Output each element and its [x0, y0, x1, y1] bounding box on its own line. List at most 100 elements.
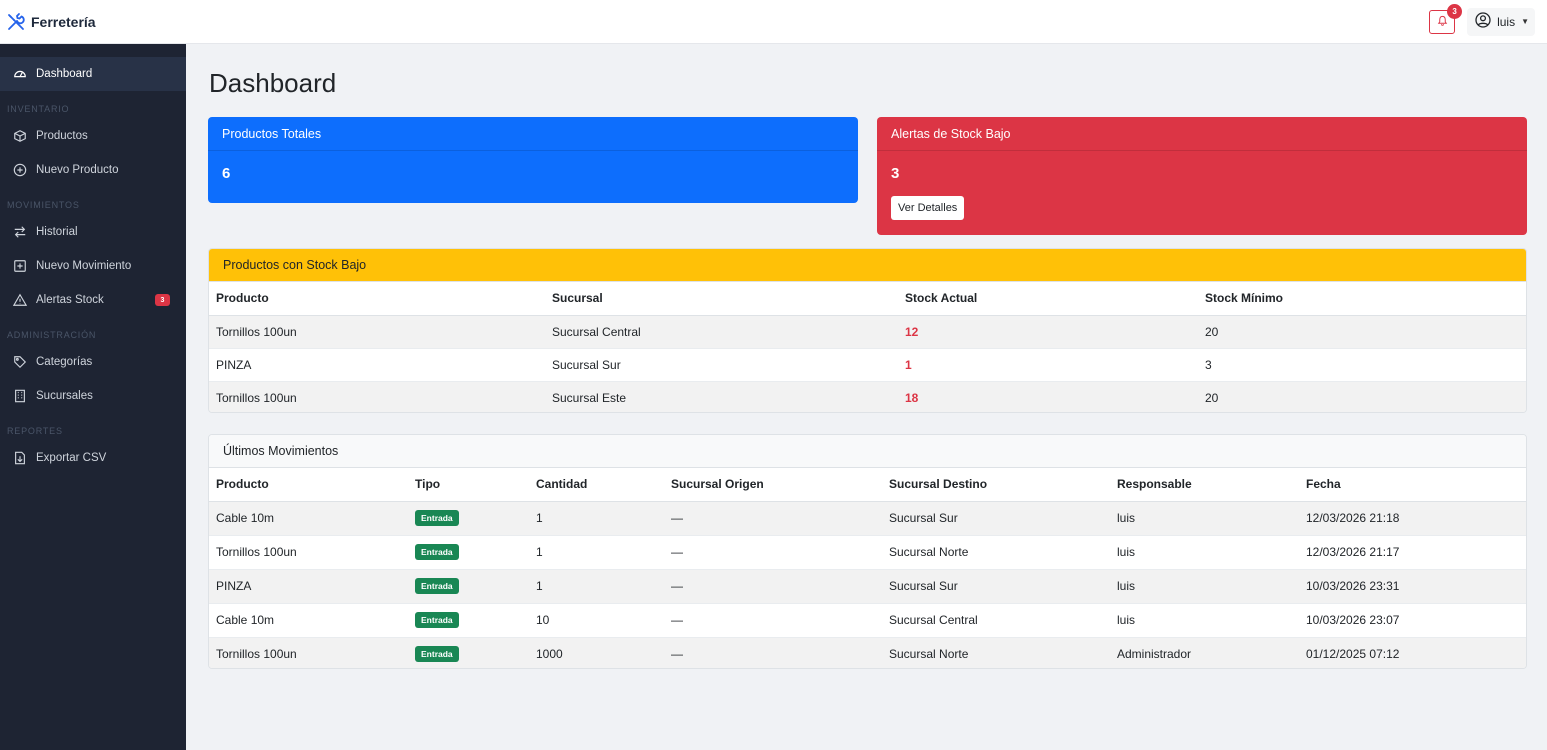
sidebar-item-nuevo-producto[interactable]: Nuevo Producto: [0, 153, 186, 187]
table-row: Cable 10m Entrada 1 — Sucursal Sur luis …: [209, 501, 1526, 536]
column-header: Producto: [209, 468, 408, 502]
table-row: Tornillos 100un Sucursal Este 18 20: [209, 381, 1526, 412]
sidebar-item-alertas-stock[interactable]: Alertas Stock 3: [0, 283, 186, 317]
table-row: Tornillos 100un Sucursal Central 12 20: [209, 315, 1526, 349]
plus-square-icon: [12, 259, 27, 274]
branch-cell: Sucursal Sur: [545, 348, 898, 382]
sidebar-item-categorias[interactable]: Categorías: [0, 345, 186, 379]
brand[interactable]: Ferretería: [6, 12, 96, 32]
total-products-card: Productos Totales 6: [208, 117, 858, 203]
min-stock-cell: 3: [1198, 348, 1526, 382]
origin-branch-cell: —: [664, 535, 882, 570]
tags-icon: [12, 355, 27, 370]
branch-cell: Sucursal Este: [545, 381, 898, 412]
destination-branch-cell: Sucursal Sur: [882, 569, 1110, 604]
bell-icon: [1437, 14, 1448, 29]
responsible-cell: luis: [1110, 569, 1299, 604]
sidebar-item-historial[interactable]: Historial: [0, 215, 186, 249]
sidebar-section-reportes: Reportes: [7, 426, 63, 436]
product-cell: PINZA: [209, 348, 545, 382]
sidebar: Dashboard Inventario Productos Nuevo Pro…: [0, 44, 186, 750]
type-badge: Entrada: [415, 544, 459, 560]
user-name: luis: [1497, 14, 1516, 29]
sidebar-item-dashboard[interactable]: Dashboard: [0, 57, 186, 91]
type-cell: Entrada: [408, 569, 529, 604]
quantity-cell: 1000: [529, 637, 664, 668]
type-cell: Entrada: [408, 637, 529, 668]
sidebar-section-administracion: Administración: [7, 330, 97, 340]
type-badge: Entrada: [415, 510, 459, 526]
date-cell: 12/03/2026 21:18: [1299, 501, 1526, 536]
sidebar-item-label: Historial: [36, 226, 78, 238]
notification-count-badge: 3: [1447, 3, 1463, 19]
current-stock-cell: 12: [898, 315, 1198, 349]
date-cell: 10/03/2026 23:31: [1299, 569, 1526, 604]
low-stock-alerts-value: 3: [891, 165, 900, 182]
sidebar-item-nuevo-movimiento[interactable]: Nuevo Movimiento: [0, 249, 186, 283]
total-products-value: 6: [222, 165, 231, 182]
current-stock-cell: 18: [898, 381, 1198, 412]
user-menu-button[interactable]: luis ▼: [1467, 7, 1535, 36]
sidebar-item-sucursales[interactable]: Sucursales: [0, 379, 186, 413]
warning-triangle-icon: [12, 293, 27, 308]
movements-table: Producto Tipo Cantidad Sucursal Origen S…: [209, 468, 1526, 668]
responsible-cell: Administrador: [1110, 637, 1299, 668]
sidebar-item-label: Nuevo Producto: [36, 164, 119, 176]
table-header-row: Producto Tipo Cantidad Sucursal Origen S…: [209, 468, 1526, 502]
top-navbar: Ferretería 3 luis ▼: [0, 0, 1547, 44]
product-cell: PINZA: [209, 569, 408, 604]
origin-branch-cell: —: [664, 501, 882, 536]
product-cell: Tornillos 100un: [209, 315, 545, 349]
sidebar-item-label: Nuevo Movimiento: [36, 260, 132, 272]
brand-name: Ferretería: [31, 13, 96, 30]
product-cell: Cable 10m: [209, 603, 408, 638]
arrows-exchange-icon: [12, 225, 27, 240]
column-header: Cantidad: [529, 468, 664, 502]
type-cell: Entrada: [408, 603, 529, 638]
column-header: Sucursal: [545, 282, 898, 316]
alert-count-badge: 3: [155, 294, 170, 306]
column-header: Fecha: [1299, 468, 1526, 502]
type-cell: Entrada: [408, 535, 529, 570]
table-row: Cable 10m Entrada 10 — Sucursal Central …: [209, 603, 1526, 638]
type-cell: Entrada: [408, 501, 529, 536]
column-header: Producto: [209, 282, 545, 316]
sidebar-section-inventario: Inventario: [7, 104, 70, 114]
caret-down-icon: ▼: [1521, 17, 1529, 26]
view-details-button[interactable]: Ver Detalles: [891, 196, 965, 220]
origin-branch-cell: —: [664, 569, 882, 604]
notifications-button[interactable]: 3: [1429, 3, 1463, 34]
origin-branch-cell: —: [664, 603, 882, 638]
table-row: Tornillos 100un Entrada 1000 — Sucursal …: [209, 637, 1526, 668]
destination-branch-cell: Sucursal Norte: [882, 637, 1110, 668]
column-header: Stock Actual: [898, 282, 1198, 316]
destination-branch-cell: Sucursal Norte: [882, 535, 1110, 570]
plus-circle-icon: [12, 163, 27, 178]
box-icon: [12, 129, 27, 144]
min-stock-cell: 20: [1198, 315, 1526, 349]
quantity-cell: 1: [529, 569, 664, 604]
destination-branch-cell: Sucursal Sur: [882, 501, 1110, 536]
responsible-cell: luis: [1110, 501, 1299, 536]
sidebar-section-movimientos: Movimientos: [7, 200, 80, 210]
type-badge: Entrada: [415, 612, 459, 628]
date-cell: 01/12/2025 07:12: [1299, 637, 1526, 668]
quantity-cell: 1: [529, 501, 664, 536]
sidebar-item-exportar-csv[interactable]: Exportar CSV: [0, 441, 186, 475]
card-title: Alertas de Stock Bajo: [877, 117, 1527, 151]
low-stock-alerts-card: Alertas de Stock Bajo 3 Ver Detalles: [877, 117, 1527, 235]
current-stock-cell: 1: [898, 348, 1198, 382]
destination-branch-cell: Sucursal Central: [882, 603, 1110, 638]
branch-cell: Sucursal Central: [545, 315, 898, 349]
responsible-cell: luis: [1110, 603, 1299, 638]
sidebar-item-label: Alertas Stock: [36, 294, 104, 306]
sidebar-item-label: Exportar CSV: [36, 452, 107, 464]
responsible-cell: luis: [1110, 535, 1299, 570]
type-badge: Entrada: [415, 578, 459, 594]
panel-title: Últimos Movimientos: [209, 435, 1526, 468]
type-badge: Entrada: [415, 646, 459, 663]
sidebar-item-productos[interactable]: Productos: [0, 119, 186, 153]
quantity-cell: 10: [529, 603, 664, 638]
column-header: Responsable: [1110, 468, 1299, 502]
table-row: PINZA Entrada 1 — Sucursal Sur luis 10/0…: [209, 569, 1526, 604]
